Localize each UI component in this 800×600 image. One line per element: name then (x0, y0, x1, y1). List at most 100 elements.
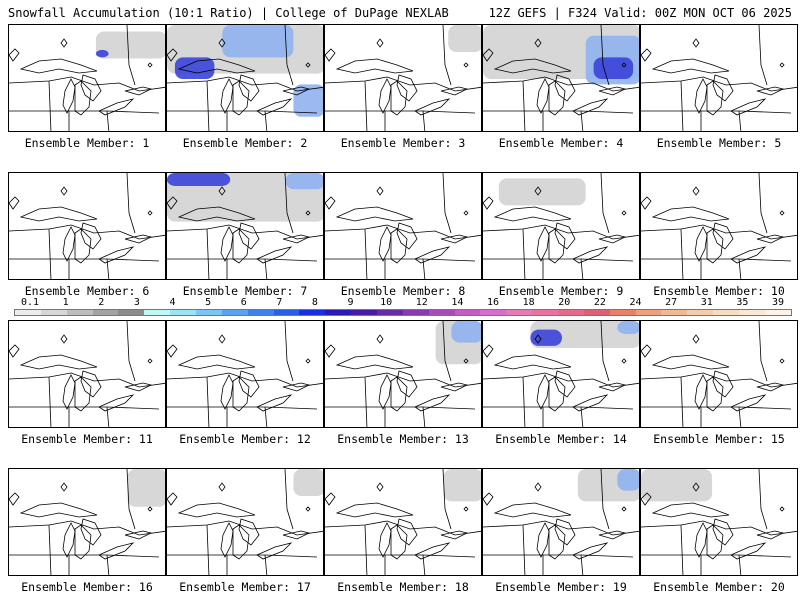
ensemble-map-panel (640, 320, 798, 428)
map-outline (325, 554, 386, 575)
snowfall-map (641, 173, 797, 279)
map-outline (692, 186, 700, 196)
map-outline (580, 110, 634, 114)
snowfall-map (483, 173, 639, 279)
snowfall-map (9, 25, 165, 131)
map-outline (124, 234, 153, 244)
map-outline (9, 196, 20, 210)
map-outline (62, 374, 76, 410)
map-outline (19, 354, 98, 370)
ensemble-map-panel (482, 172, 640, 280)
map-outline (325, 492, 336, 506)
map-outline (779, 358, 785, 364)
map-outline (335, 206, 414, 222)
legend-swatch (713, 310, 740, 315)
ensemble-map-panel (8, 468, 166, 576)
map-outline (442, 173, 452, 234)
map-outline (522, 80, 526, 131)
map-outline (493, 354, 572, 370)
legend-swatch (15, 310, 41, 315)
map-outline (641, 406, 702, 427)
map-outline (680, 524, 684, 575)
snowfall-area (285, 173, 323, 190)
map-outline (758, 173, 768, 234)
map-outline (9, 520, 165, 536)
map-outline (483, 520, 639, 536)
map-outline (167, 110, 228, 131)
map-outline (463, 210, 469, 216)
snowfall-map (325, 321, 481, 427)
map-outline (80, 370, 102, 398)
map-outline (385, 110, 426, 131)
snowfall-map (641, 25, 797, 131)
map-outline (641, 554, 702, 575)
legend-tick-label: 22 (593, 297, 606, 308)
map-outline (167, 520, 323, 536)
map-outline (422, 554, 476, 558)
snowfall-area (451, 321, 481, 343)
map-outline (701, 258, 742, 279)
map-outline (206, 228, 210, 279)
map-outline (147, 506, 153, 512)
ensemble-map-panel (324, 172, 482, 280)
map-outline (712, 74, 734, 102)
map-outline (422, 406, 476, 410)
map-outline (641, 344, 652, 358)
map-outline (147, 210, 153, 216)
snowfall-area (448, 25, 481, 52)
map-outline (440, 234, 469, 244)
map-outline (147, 358, 153, 364)
map-outline (325, 110, 386, 131)
map-outline (758, 469, 768, 530)
map-outline (376, 186, 384, 196)
legend-swatch (687, 310, 714, 315)
legend-tick-label: 18 (522, 297, 535, 308)
map-outline (9, 76, 165, 92)
map-outline (522, 524, 526, 575)
map-outline (256, 542, 293, 560)
map-outline (220, 522, 234, 558)
map-outline (74, 228, 92, 264)
map-outline (396, 74, 418, 102)
map-outline (167, 492, 178, 506)
map-outline (325, 48, 336, 62)
map-outline (124, 530, 153, 540)
map-outline (758, 25, 768, 86)
map-outline (98, 394, 135, 412)
map-outline (305, 210, 311, 216)
map-outline (167, 48, 178, 62)
map-outline (80, 222, 102, 250)
map-outline (641, 196, 652, 210)
ensemble-member-label: Ensemble Member: 7 (182, 284, 308, 298)
legend-tick-label: 14 (451, 297, 464, 308)
map-outline (483, 110, 544, 131)
map-outline (493, 502, 572, 518)
map-outline (621, 62, 627, 68)
map-outline (396, 518, 418, 546)
map-outline (74, 524, 92, 560)
ensemble-member-label: Ensemble Member: 15 (653, 432, 785, 446)
map-outline (442, 469, 452, 530)
ensemble-map-panel (640, 468, 798, 576)
map-outline (483, 492, 494, 506)
map-outline (232, 524, 250, 560)
legend-swatch (247, 310, 274, 315)
map-outline (651, 354, 730, 370)
map-outline (282, 234, 311, 244)
snowfall-area (617, 321, 639, 334)
legend-swatch (428, 310, 455, 315)
map-outline (9, 224, 165, 240)
map-outline (227, 554, 268, 575)
snowfall-legend: 0.1 1 2 3 4 5 6 7 8 9 10 12 14 16 18 20 22 24 27 31 35 39 (8, 297, 794, 320)
map-outline (534, 482, 542, 492)
legend-tick-label: 16 (487, 297, 500, 308)
map-outline (378, 374, 392, 410)
snowfall-map (9, 469, 165, 575)
map-outline (738, 554, 792, 558)
map-outline (463, 62, 469, 68)
snowfall-area (222, 25, 294, 58)
map-outline (264, 554, 318, 558)
map-outline (106, 258, 160, 262)
ensemble-member-label: Ensemble Member: 10 (653, 284, 785, 298)
map-outline (554, 74, 576, 102)
